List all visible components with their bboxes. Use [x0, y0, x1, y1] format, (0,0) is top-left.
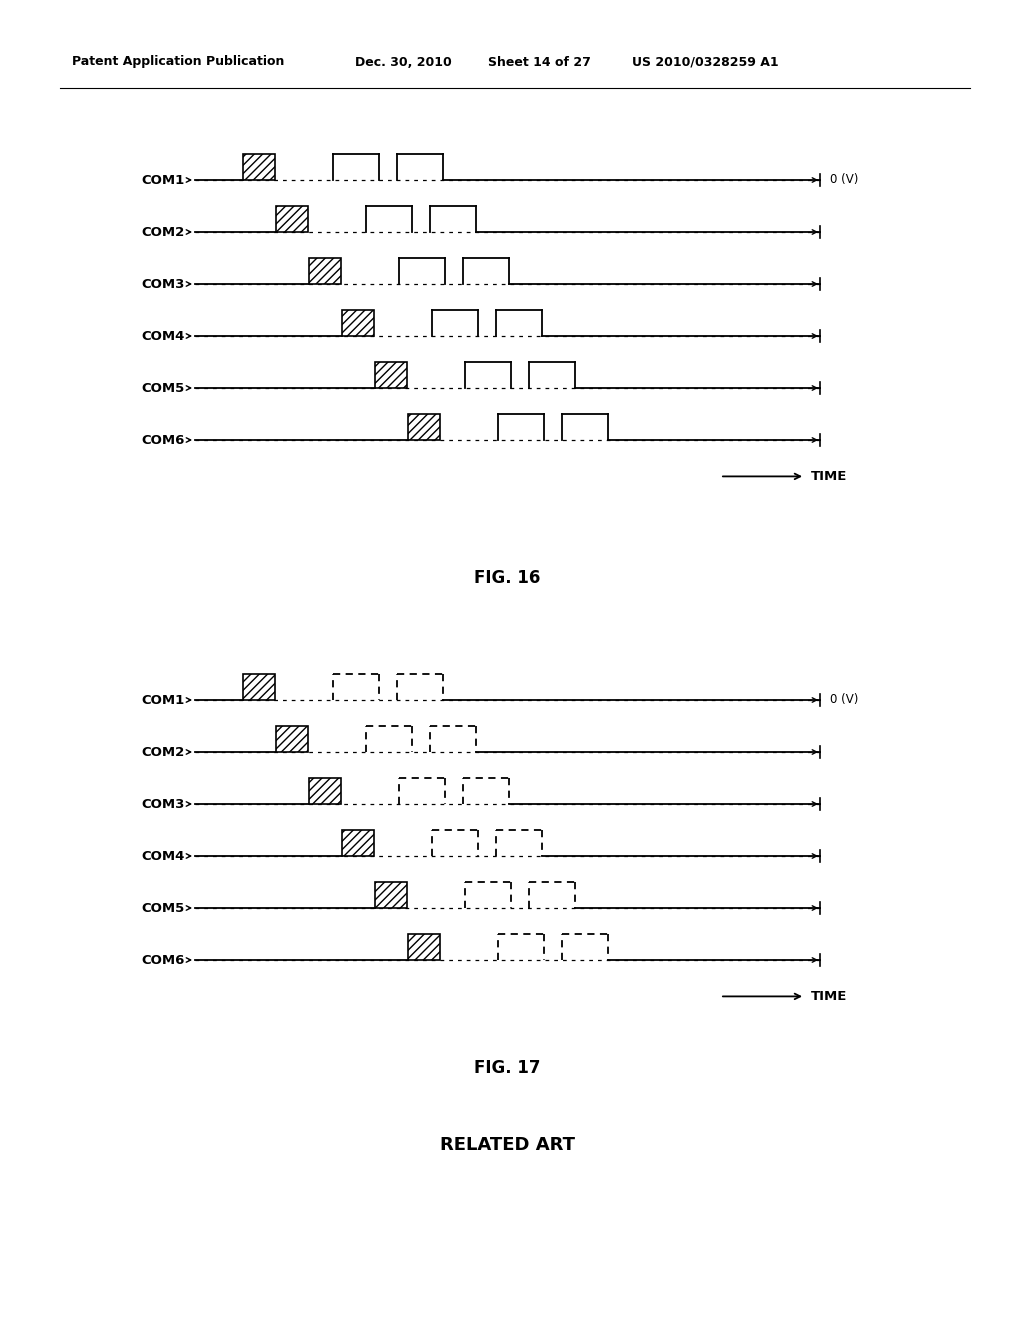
Text: US 2010/0328259 A1: US 2010/0328259 A1	[632, 55, 778, 69]
Text: FIG. 16: FIG. 16	[474, 569, 541, 587]
Text: COM5: COM5	[141, 381, 185, 395]
Text: FIG. 17: FIG. 17	[474, 1059, 541, 1077]
Text: Patent Application Publication: Patent Application Publication	[72, 55, 285, 69]
Text: 0 (V): 0 (V)	[830, 173, 858, 186]
Text: COM3: COM3	[141, 277, 185, 290]
Text: Dec. 30, 2010: Dec. 30, 2010	[355, 55, 452, 69]
Bar	[375, 882, 407, 908]
Text: Sheet 14 of 27: Sheet 14 of 27	[488, 55, 591, 69]
Text: COM4: COM4	[141, 330, 185, 342]
Text: COM1: COM1	[141, 173, 185, 186]
Bar	[342, 830, 374, 855]
Bar	[276, 726, 308, 752]
Bar	[243, 675, 275, 700]
Bar	[408, 414, 440, 440]
Text: 0 (V): 0 (V)	[830, 693, 858, 706]
Bar	[309, 777, 341, 804]
Bar	[375, 362, 407, 388]
Bar	[309, 257, 341, 284]
Text: COM6: COM6	[141, 433, 185, 446]
Text: COM2: COM2	[141, 746, 185, 759]
Bar	[342, 310, 374, 337]
Bar	[243, 154, 275, 180]
Text: COM2: COM2	[141, 226, 185, 239]
Text: RELATED ART: RELATED ART	[440, 1137, 575, 1154]
Bar	[408, 935, 440, 960]
Text: COM6: COM6	[141, 953, 185, 966]
Text: COM3: COM3	[141, 797, 185, 810]
Text: TIME: TIME	[811, 470, 848, 483]
Bar	[276, 206, 308, 232]
Text: COM4: COM4	[141, 850, 185, 862]
Text: COM5: COM5	[141, 902, 185, 915]
Text: TIME: TIME	[811, 990, 848, 1003]
Text: COM1: COM1	[141, 693, 185, 706]
